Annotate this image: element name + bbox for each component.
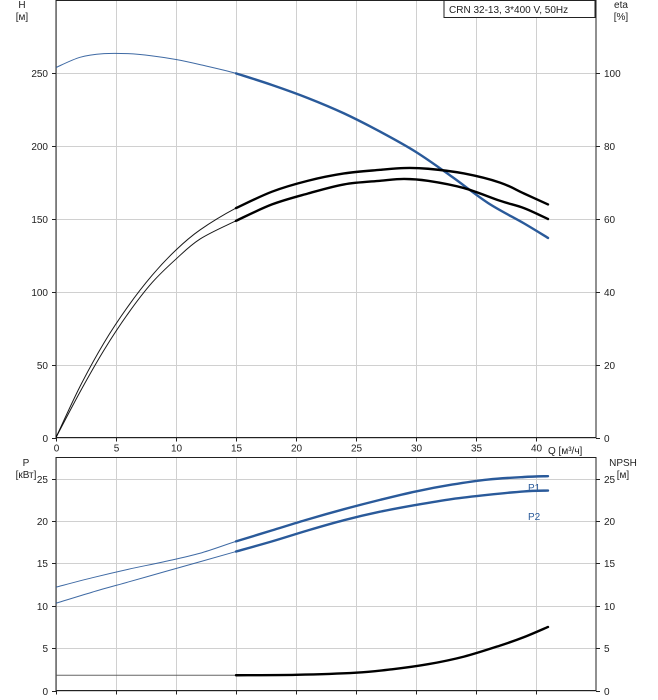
- left-tick-label-150: 150: [31, 215, 48, 226]
- series-line-1-2-full: [56, 626, 549, 676]
- x-tick-label-20: 20: [291, 444, 303, 455]
- chart-title: CRN 32-13, 3*400 V, 50Hz: [449, 5, 568, 16]
- npsh-axis-unit: [м]: [617, 470, 630, 481]
- left-tick-label-0: 0: [42, 687, 48, 698]
- power-npsh-panel: 0 5 10 15 20 25 0 5 10 15 20 25 P [кВт] NPSH [м] P1…: [16, 457, 637, 698]
- left-tick-label-100: 100: [31, 288, 48, 299]
- left-tick-label-20: 20: [37, 517, 49, 528]
- right-tick-label-100: 100: [604, 69, 621, 80]
- left-tick-label-200: 200: [31, 142, 48, 153]
- head-axis-unit: [м]: [16, 12, 29, 23]
- head-efficiency-ticks: 0 5 10 15 20 25 30 35 40 0 50 100 150 200 250 0 20 40 60 80…: [31, 69, 621, 455]
- left-tick-label-0: 0: [42, 434, 48, 445]
- series-line-0-1-operating: [234, 166, 550, 210]
- series-line-1-1-operating: [234, 489, 550, 553]
- left-tick-label-250: 250: [31, 69, 48, 80]
- power-npsh-ticks: 0 5 10 15 20 25 0 5 10 15 20 25: [37, 475, 616, 698]
- head-efficiency-curves: [55, 52, 550, 438]
- x-tick-label-5: 5: [114, 444, 120, 455]
- p2-series-label: P2: [528, 512, 541, 523]
- left-tick-label-25: 25: [37, 475, 49, 486]
- series-line-1-1-full: [55, 490, 549, 604]
- series-line-0-2-operating: [234, 177, 550, 223]
- series-line-1-0-operating: [234, 474, 550, 543]
- x-tick-label-15: 15: [231, 444, 243, 455]
- head-axis-label: H: [18, 0, 25, 11]
- series-line-0-0-operating: [234, 72, 550, 240]
- left-tick-label-15: 15: [37, 559, 49, 570]
- x-tick-label-35: 35: [471, 444, 483, 455]
- power-npsh-curves: [55, 474, 550, 677]
- right-tick-label-20: 20: [604, 361, 616, 372]
- right-tick-label-0: 0: [604, 434, 610, 445]
- x-tick-label-10: 10: [171, 444, 183, 455]
- right-tick-label-25: 25: [604, 475, 616, 486]
- right-tick-label-40: 40: [604, 288, 616, 299]
- eta-axis-label: eta: [614, 0, 628, 11]
- left-tick-label-5: 5: [42, 644, 48, 655]
- head-efficiency-grid: [56, 0, 596, 439]
- right-tick-label-80: 80: [604, 142, 616, 153]
- right-tick-label-5: 5: [604, 644, 610, 655]
- x-tick-label-30: 30: [411, 444, 423, 455]
- right-tick-label-60: 60: [604, 215, 616, 226]
- x-tick-label-40: 40: [531, 444, 543, 455]
- chart-title-box: [443, 0, 596, 18]
- head-efficiency-panel: 0 5 10 15 20 25 30 35 40 0 50 100 150 200 250 0 20 40 60 80…: [16, 0, 629, 457]
- right-tick-label-0: 0: [604, 687, 610, 698]
- left-tick-label-50: 50: [37, 361, 49, 372]
- p1-series-label: P1: [528, 483, 541, 494]
- series-line-0-2-full: [55, 178, 549, 438]
- left-tick-label-10: 10: [37, 602, 49, 613]
- power-axis-label: P: [23, 458, 30, 469]
- right-tick-label-15: 15: [604, 559, 616, 570]
- x-tick-label-0: 0: [54, 444, 60, 455]
- flow-axis-label: Q [м³/ч]: [548, 446, 583, 457]
- series-line-0-0-full: [55, 52, 549, 239]
- right-tick-label-10: 10: [604, 602, 616, 613]
- right-tick-label-20: 20: [604, 517, 616, 528]
- eta-axis-unit: [%]: [614, 12, 629, 23]
- x-tick-label-25: 25: [351, 444, 363, 455]
- series-line-0-1-full: [55, 167, 549, 438]
- power-axis-unit: [кВт]: [16, 470, 37, 481]
- series-line-1-2-operating: [234, 625, 550, 677]
- power-npsh-grid: [56, 457, 596, 692]
- npsh-axis-label: NPSH: [609, 458, 637, 469]
- power-npsh-plot-frame: [55, 457, 597, 691]
